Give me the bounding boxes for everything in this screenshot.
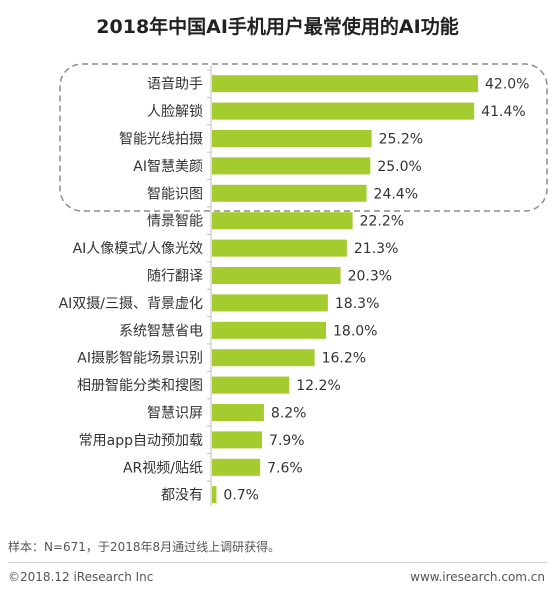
category-label: 常用app自动预加载 (79, 433, 203, 449)
value-label: 8.2% (271, 406, 307, 422)
value-label: 18.0% (333, 323, 377, 339)
value-label: 20.3% (348, 269, 392, 285)
bar (212, 212, 353, 230)
category-label: 相册智能分类和搜图 (77, 378, 203, 394)
value-label: 41.4% (481, 104, 525, 120)
bar (212, 294, 328, 312)
category-label: 智慧识屏 (147, 406, 203, 422)
bar (212, 431, 263, 449)
footer-divider (8, 562, 547, 563)
category-label: AI摄影智能场景识别 (77, 351, 203, 367)
category-label: 智能识图 (147, 186, 203, 202)
bar (212, 376, 290, 394)
value-label: 24.4% (374, 186, 418, 202)
category-label: 系统智慧省电 (119, 323, 203, 339)
category-label: 都没有 (161, 488, 203, 504)
value-label: 7.6% (267, 460, 303, 476)
bar (212, 102, 475, 120)
copyright-text: ©2018.12 iResearch Inc (8, 570, 154, 584)
value-label: 16.2% (322, 351, 366, 367)
category-label: AI双摄/三摄、背景虚化 (59, 296, 203, 312)
category-label: AR视频/贴纸 (123, 460, 203, 476)
bar (212, 486, 217, 504)
category-label: 随行翻译 (147, 269, 203, 285)
bar (212, 404, 264, 421)
bar (212, 267, 341, 284)
category-label: 智能光线拍摄 (119, 132, 203, 148)
category-label: 人脸解锁 (147, 104, 203, 120)
bar (212, 157, 371, 175)
category-label: AI人像模式/人像光效 (73, 241, 203, 257)
bar (212, 184, 367, 202)
category-label: AI智慧美颜 (133, 159, 203, 175)
bar (212, 458, 261, 476)
chart-title: 2018年中国AI手机用户最常使用的AI功能 (96, 16, 459, 38)
bar (212, 239, 347, 257)
bar (212, 75, 478, 93)
value-label: 0.7% (223, 488, 259, 504)
value-label: 12.2% (296, 378, 340, 394)
bar (212, 130, 372, 147)
highlight-box (59, 63, 548, 212)
value-label: 22.2% (360, 214, 404, 230)
value-label: 7.9% (269, 433, 305, 449)
value-label: 18.3% (335, 296, 379, 312)
sample-note: 样本：N=671，于2018年8月通过线上调研获得。 (8, 540, 281, 554)
category-label: 语音助手 (147, 76, 203, 93)
value-label: 25.0% (377, 159, 421, 175)
website-link: www.iresearch.com.cn (410, 570, 545, 584)
value-label: 21.3% (354, 241, 398, 257)
bar (212, 349, 315, 367)
bar (212, 321, 326, 339)
category-label: 情景智能 (147, 214, 203, 230)
value-label: 25.2% (379, 132, 423, 148)
value-label: 42.0% (485, 77, 529, 93)
